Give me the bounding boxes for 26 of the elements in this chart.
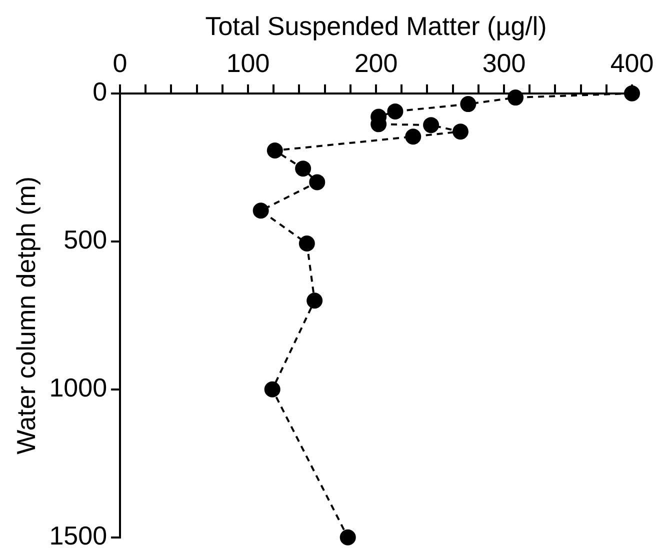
point	[423, 117, 440, 134]
point	[452, 124, 468, 140]
point	[252, 202, 269, 219]
y-tick-label: 500	[64, 224, 108, 255]
point	[508, 90, 524, 106]
y-tick-label: 1500	[49, 520, 108, 551]
x-tick-label: 300	[482, 48, 526, 78]
point	[298, 235, 315, 252]
point	[306, 292, 323, 309]
x-tick-label: 400	[610, 48, 654, 78]
point	[309, 174, 326, 190]
point	[405, 128, 422, 145]
y-tick-label: 0	[92, 76, 108, 107]
point	[266, 142, 283, 159]
point	[460, 96, 476, 112]
x-tick-label: 100	[226, 48, 270, 78]
x-tick-label: 200	[354, 48, 398, 78]
point	[387, 103, 404, 120]
x-axis-title: Total Suspended Matter (µg/l)	[205, 10, 547, 41]
y-tick-label: 1000	[49, 372, 108, 403]
x-tick-label: 0	[112, 48, 128, 78]
y-axis-title: Water column detph (m)	[10, 176, 41, 454]
point	[340, 529, 356, 546]
point	[264, 381, 280, 398]
point	[624, 85, 640, 102]
point	[295, 160, 312, 177]
